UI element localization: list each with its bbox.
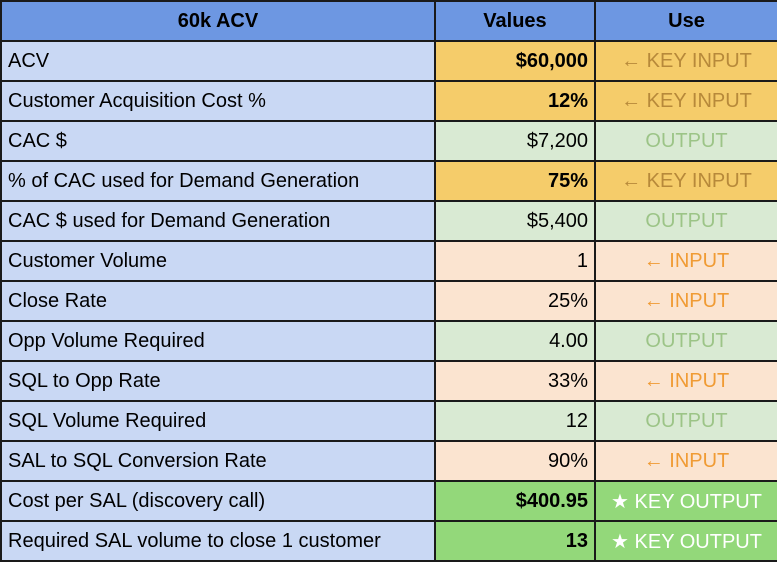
row-use-demand-gen-dollars[interactable]: OUTPUT	[594, 200, 777, 242]
row-use-sal-volume[interactable]: ★ KEY OUTPUT	[594, 520, 777, 562]
row-value-opp-volume[interactable]: 4.00	[434, 320, 596, 362]
row-use-cost-per-sal[interactable]: ★ KEY OUTPUT	[594, 480, 777, 522]
row-value-sql-volume[interactable]: 12	[434, 400, 596, 442]
table-row: Close Rate 25% ← INPUT	[0, 280, 777, 322]
table-row: SQL Volume Required 12 OUTPUT	[0, 400, 777, 442]
row-label-cost-per-sal[interactable]: Cost per SAL (discovery call)	[0, 480, 436, 522]
table-row: Customer Volume 1 ← INPUT	[0, 240, 777, 282]
row-value-cac-dollars[interactable]: $7,200	[434, 120, 596, 162]
row-label-sal-volume[interactable]: Required SAL volume to close 1 customer	[0, 520, 436, 562]
row-label-demand-gen-dollars[interactable]: CAC $ used for Demand Generation	[0, 200, 436, 242]
row-value-sal-volume[interactable]: 13	[434, 520, 596, 562]
row-use-sql-volume[interactable]: OUTPUT	[594, 400, 777, 442]
row-label-demand-gen-pct[interactable]: % of CAC used for Demand Generation	[0, 160, 436, 202]
table-row: Customer Acquisition Cost % 12% ← KEY IN…	[0, 80, 777, 122]
row-use-demand-gen-pct[interactable]: ← KEY INPUT	[594, 160, 777, 202]
header-use[interactable]: Use	[594, 0, 777, 42]
row-label-close-rate[interactable]: Close Rate	[0, 280, 436, 322]
row-label-customer-volume[interactable]: Customer Volume	[0, 240, 436, 282]
header-row: 60k ACV Values Use	[0, 0, 777, 42]
table-row: SQL to Opp Rate 33% ← INPUT	[0, 360, 777, 402]
row-label-acv[interactable]: ACV	[0, 40, 436, 82]
row-label-sql-opp-rate[interactable]: SQL to Opp Rate	[0, 360, 436, 402]
row-use-cac-dollars[interactable]: OUTPUT	[594, 120, 777, 162]
table-row: SAL to SQL Conversion Rate 90% ← INPUT	[0, 440, 777, 482]
table-row: Required SAL volume to close 1 customer …	[0, 520, 777, 562]
row-value-demand-gen-dollars[interactable]: $5,400	[434, 200, 596, 242]
table-row: CAC $ used for Demand Generation $5,400 …	[0, 200, 777, 242]
table-row: Cost per SAL (discovery call) $400.95 ★ …	[0, 480, 777, 522]
table-row: CAC $ $7,200 OUTPUT	[0, 120, 777, 162]
header-label[interactable]: 60k ACV	[0, 0, 436, 42]
row-label-cac-pct[interactable]: Customer Acquisition Cost %	[0, 80, 436, 122]
row-value-customer-volume[interactable]: 1	[434, 240, 596, 282]
row-use-sal-sql-rate[interactable]: ← INPUT	[594, 440, 777, 482]
row-value-demand-gen-pct[interactable]: 75%	[434, 160, 596, 202]
row-use-customer-volume[interactable]: ← INPUT	[594, 240, 777, 282]
table-row: Opp Volume Required 4.00 OUTPUT	[0, 320, 777, 362]
acv-funnel-table: 60k ACV Values Use ACV $60,000 ← KEY INP…	[0, 0, 777, 562]
row-label-sql-volume[interactable]: SQL Volume Required	[0, 400, 436, 442]
row-label-opp-volume[interactable]: Opp Volume Required	[0, 320, 436, 362]
row-value-sal-sql-rate[interactable]: 90%	[434, 440, 596, 482]
header-values[interactable]: Values	[434, 0, 596, 42]
row-value-sql-opp-rate[interactable]: 33%	[434, 360, 596, 402]
row-value-close-rate[interactable]: 25%	[434, 280, 596, 322]
row-use-sql-opp-rate[interactable]: ← INPUT	[594, 360, 777, 402]
row-use-cac-pct[interactable]: ← KEY INPUT	[594, 80, 777, 122]
row-label-cac-dollars[interactable]: CAC $	[0, 120, 436, 162]
row-use-close-rate[interactable]: ← INPUT	[594, 280, 777, 322]
table-row: ACV $60,000 ← KEY INPUT	[0, 40, 777, 82]
row-value-cost-per-sal[interactable]: $400.95	[434, 480, 596, 522]
table-row: % of CAC used for Demand Generation 75% …	[0, 160, 777, 202]
row-value-cac-pct[interactable]: 12%	[434, 80, 596, 122]
row-value-acv[interactable]: $60,000	[434, 40, 596, 82]
row-label-sal-sql-rate[interactable]: SAL to SQL Conversion Rate	[0, 440, 436, 482]
row-use-opp-volume[interactable]: OUTPUT	[594, 320, 777, 362]
row-use-acv[interactable]: ← KEY INPUT	[594, 40, 777, 82]
